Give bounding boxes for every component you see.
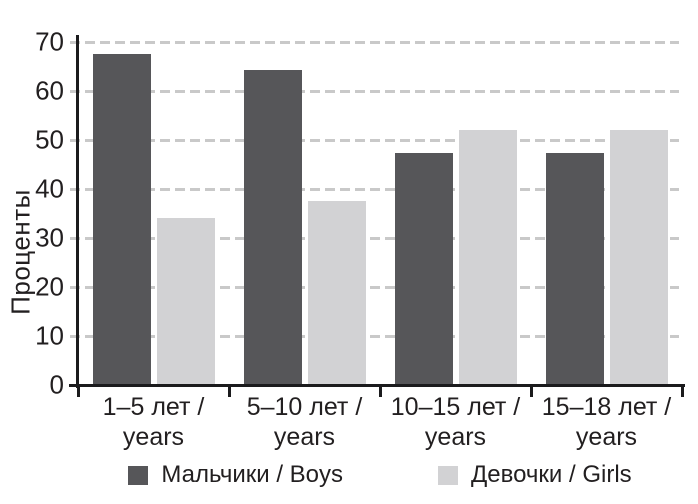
bar-boys-2 [395, 153, 453, 385]
x-tick-3 [529, 385, 533, 397]
gridline-60 [70, 90, 679, 93]
legend-swatch-girls [438, 465, 459, 485]
x-category-label-1-line-2: years [273, 423, 336, 451]
y-tick-label-20: 20 [35, 271, 64, 302]
legend-item-girls: Девочки / Girls [438, 461, 632, 489]
legend-label-boys: Мальчики / Boys [161, 461, 344, 488]
x-category-label-1: 5–10 лет / years [225, 392, 385, 452]
x-category-label-2-line-1: 10–15 лет / [390, 393, 521, 421]
legend-swatch-boys [128, 465, 149, 485]
y-tick-label-50: 50 [35, 124, 64, 155]
x-tick-1 [227, 385, 231, 397]
bar-boys-0 [93, 54, 151, 385]
legend-item-boys: Мальчики / Boys [128, 461, 343, 489]
gridline-20 [70, 286, 679, 289]
bar-girls-0 [157, 218, 215, 385]
gridline-10 [70, 335, 679, 338]
bar-girls-1 [308, 201, 366, 385]
legend-label-girls: Девочки / Girls [471, 461, 632, 488]
x-category-label-0: 1–5 лет / years [74, 392, 234, 452]
y-tick-label-0: 0 [49, 369, 64, 400]
y-tick-label-10: 10 [35, 320, 64, 351]
y-tick-label-40: 40 [35, 173, 64, 204]
x-axis-line [69, 384, 685, 387]
bar-girls-3 [610, 130, 668, 385]
x-category-label-1-line-1: 5–10 лет / [246, 393, 363, 421]
y-axis-line [76, 35, 79, 388]
bar-boys-3 [546, 153, 604, 385]
x-category-label-0-line-2: years [122, 423, 185, 451]
bar-girls-2 [459, 130, 517, 385]
y-tick-label-60: 60 [35, 75, 64, 106]
y-tick-label-30: 30 [35, 222, 64, 253]
gridline-40 [70, 188, 679, 191]
gridline-70 [70, 41, 679, 44]
x-category-label-3-line-1: 15–18 лет / [541, 393, 672, 421]
x-tick-0 [76, 385, 80, 397]
x-category-label-0-line-1: 1–5 лет / [102, 393, 205, 421]
y-tick-label-70: 70 [35, 26, 64, 57]
legend: Мальчики / Boys Девочки / Girls [78, 461, 682, 489]
x-tick-4 [680, 385, 684, 397]
x-tick-2 [378, 385, 382, 397]
gridline-50 [70, 139, 679, 142]
bar-boys-1 [244, 69, 302, 385]
gridline-30 [70, 237, 679, 240]
x-category-label-3: 15–18 лет / years [527, 392, 687, 452]
x-category-label-2-line-2: years [424, 423, 487, 451]
x-category-label-3-line-2: years [575, 423, 638, 451]
x-category-label-2: 10–15 лет / years [376, 392, 536, 452]
